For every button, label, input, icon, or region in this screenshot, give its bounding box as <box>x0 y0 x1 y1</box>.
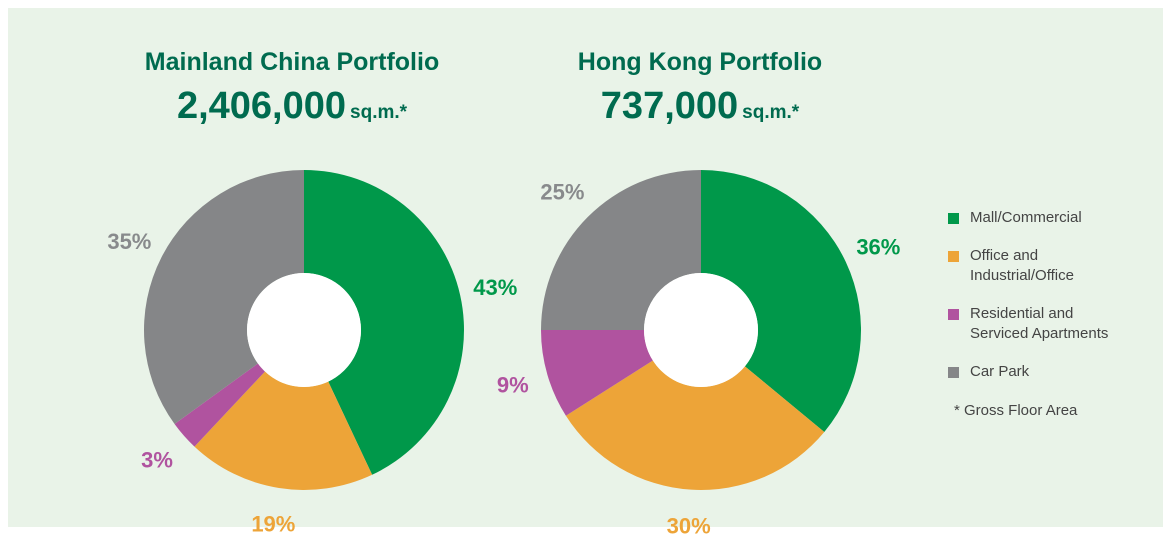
legend-item: Mall/Commercial <box>948 209 1123 228</box>
legend-swatch <box>948 309 959 320</box>
donut-segment <box>143 170 304 425</box>
chart-title: Mainland China Portfolio <box>145 48 439 76</box>
value-label: 43% <box>473 275 517 300</box>
legend-item: Office and Industrial/Office <box>948 247 1123 286</box>
total-value: 2,406,000 <box>177 85 346 127</box>
donut-hole <box>644 273 758 387</box>
donut-segment <box>174 363 265 447</box>
value-label: 9% <box>497 373 529 398</box>
value-label: 25% <box>540 179 584 204</box>
chart-title: Hong Kong Portfolio <box>578 48 822 76</box>
chart-total: 737,000 sq.m.* <box>601 85 800 127</box>
legend-label: Mall/Commercial <box>970 209 1082 226</box>
donut-segment <box>541 170 701 330</box>
donut-segment <box>304 170 465 475</box>
legend-label: Residential and Serviced Apartments <box>970 305 1109 342</box>
legend-swatch <box>948 213 959 224</box>
value-label: 3% <box>141 448 173 473</box>
donut-segment <box>565 360 825 491</box>
value-label: 19% <box>251 512 295 537</box>
total-unit: sq.m.* <box>350 102 408 123</box>
legend-swatch <box>948 251 959 262</box>
donut-segment <box>194 371 373 491</box>
legend-item: Residential and Serviced Apartments <box>948 305 1123 344</box>
donut-segment <box>701 170 862 432</box>
legend-label: Office and Industrial/Office <box>970 247 1074 284</box>
donut-hole <box>247 273 361 387</box>
total-unit: sq.m.* <box>742 102 800 123</box>
legend: Mall/Commercial Office and Industrial/Off… <box>948 209 1123 419</box>
legend-label: Car Park <box>970 363 1030 380</box>
value-label: 30% <box>667 514 711 537</box>
legend-swatch <box>948 367 959 378</box>
legend-item: Car Park <box>948 363 1123 382</box>
total-value: 737,000 <box>601 85 738 127</box>
donut-segment <box>541 330 653 416</box>
footnote: * Gross Floor Area <box>954 402 1078 419</box>
chart-total: 2,406,000 sq.m.* <box>177 85 408 127</box>
value-label: 35% <box>107 229 151 254</box>
value-label: 36% <box>856 235 900 260</box>
